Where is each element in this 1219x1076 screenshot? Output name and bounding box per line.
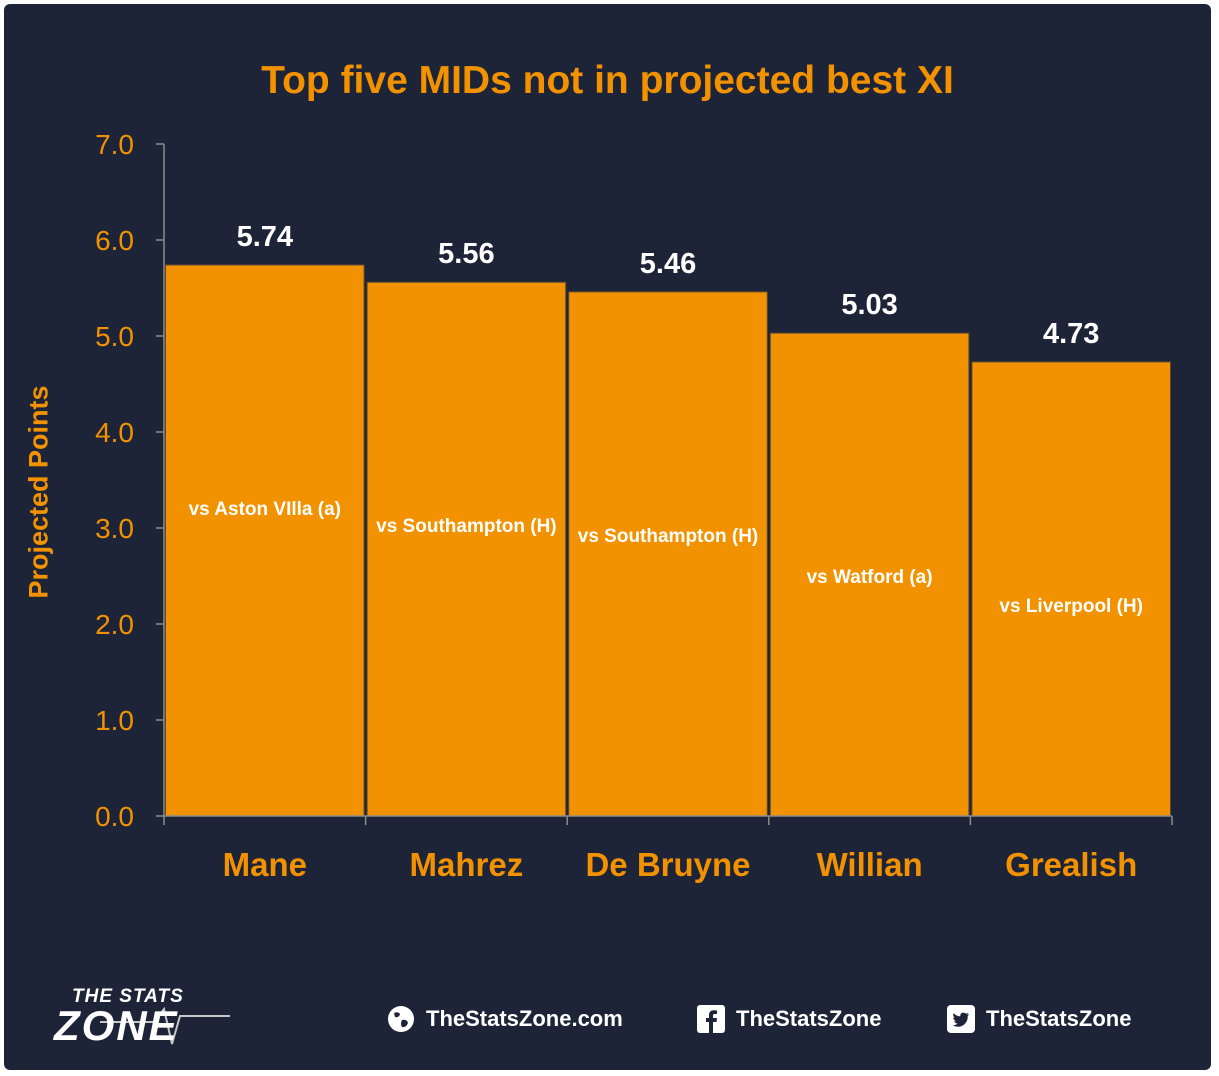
value-label: 4.73: [1043, 318, 1099, 350]
website-link[interactable]: TheStatsZone.com: [386, 1002, 623, 1036]
y-tick-label: 2.0: [95, 609, 134, 640]
fixture-label: vs Southampton (H): [578, 526, 759, 547]
facebook-icon: [697, 1005, 725, 1033]
bar-grealish[interactable]: [971, 361, 1172, 817]
fixture-label: vs Liverpool (H): [999, 596, 1143, 617]
y-axis-label: Projected Points: [23, 385, 54, 599]
value-label: 5.56: [438, 238, 494, 270]
bar-mane[interactable]: [165, 264, 365, 817]
x-tick-label: Mane: [223, 846, 307, 883]
bar-willian[interactable]: [769, 332, 970, 817]
value-label: 5.46: [640, 248, 696, 280]
stats-zone-logo: THE STATS ZONE: [52, 984, 262, 1054]
twitter-text: TheStatsZone: [986, 1006, 1132, 1031]
value-label: 5.74: [237, 221, 293, 253]
x-tick-label: De Bruyne: [585, 846, 750, 883]
y-tick-label: 5.0: [95, 321, 134, 352]
chart-frame: 0.0 1.0 2.0 3.0 4.0 5.0 6.0 7.0 5.74 vs Aston VIl…: [4, 4, 1211, 1070]
x-tick-label: Willian: [817, 846, 923, 883]
y-tick-label: 6.0: [95, 225, 134, 256]
x-tick-label: Mahrez: [410, 846, 524, 883]
x-tick-label: Grealish: [1005, 846, 1137, 883]
logo-swoosh: [100, 1006, 230, 1045]
bar-mahrez[interactable]: [366, 281, 567, 817]
twitter-icon: [947, 1005, 975, 1033]
chart-title: Top five MIDs not in projected best XI: [261, 59, 954, 102]
y-tick-label: 4.0: [95, 417, 134, 448]
facebook-text: TheStatsZone: [736, 1006, 882, 1031]
y-tick-label: 7.0: [95, 129, 134, 160]
value-label: 5.03: [841, 289, 897, 321]
globe-icon: [388, 1006, 414, 1032]
bar-de-bruyne[interactable]: [568, 291, 768, 817]
y-tick-label: 3.0: [95, 513, 134, 544]
website-text: TheStatsZone.com: [426, 1006, 623, 1031]
twitter-link[interactable]: TheStatsZone: [946, 1002, 1131, 1036]
bar-chart: 0.0 1.0 2.0 3.0 4.0 5.0 6.0 7.0 5.74 vs Aston VIl…: [95, 129, 1173, 1045]
y-tick-label: 1.0: [95, 705, 134, 736]
logo-bottom-text: ZONE: [54, 1002, 179, 1049]
fixture-label: vs Southampton (H): [376, 516, 557, 537]
fixture-label: vs Aston VIlla (a): [189, 499, 341, 520]
y-tick-label: 0.0: [95, 801, 134, 832]
logo-top-text: THE STATS: [72, 986, 184, 1007]
fixture-label: vs Watford (a): [807, 567, 933, 588]
facebook-link[interactable]: TheStatsZone: [696, 1002, 881, 1036]
